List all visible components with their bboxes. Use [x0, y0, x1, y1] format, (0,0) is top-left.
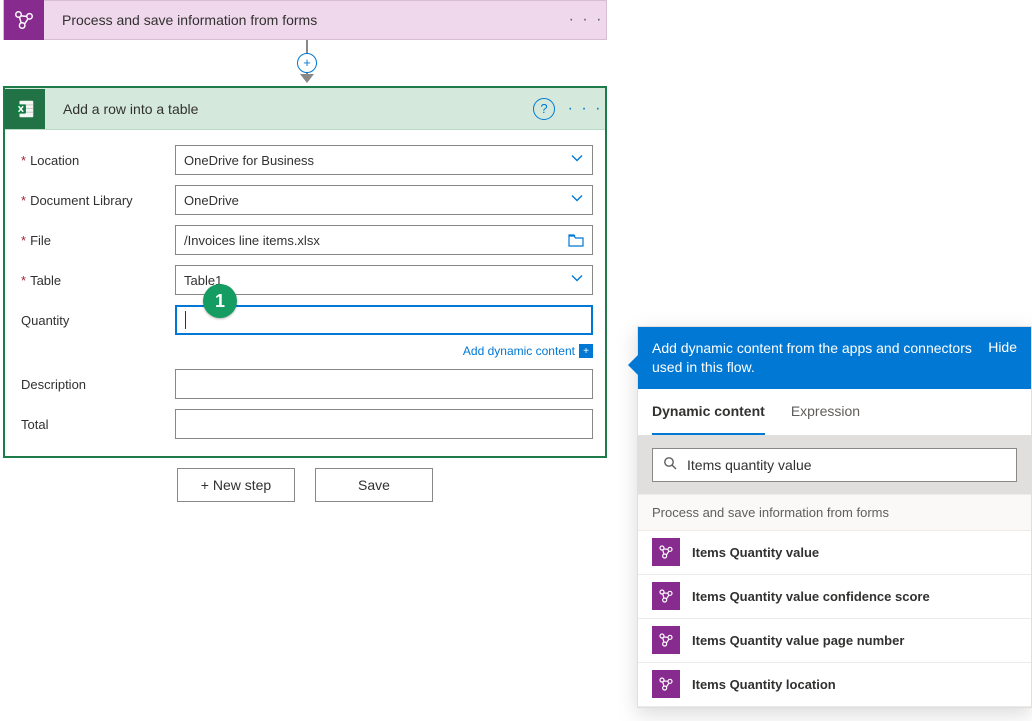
- label-file: File: [17, 233, 175, 248]
- save-button[interactable]: Save: [315, 468, 433, 502]
- label-document-library: Document Library: [17, 193, 175, 208]
- annotation-bubble-1: 1: [203, 284, 237, 318]
- dynamic-item[interactable]: Items Quantity value: [638, 531, 1031, 575]
- ai-builder-icon: [652, 670, 680, 698]
- search-input[interactable]: [652, 448, 1017, 482]
- ai-builder-icon: [652, 582, 680, 610]
- dynamic-item[interactable]: Items Quantity location: [638, 663, 1031, 707]
- chevron-down-icon: [570, 152, 584, 169]
- field-file-value: /Invoices line items.xlsx: [184, 233, 320, 248]
- dynamic-item[interactable]: Items Quantity value confidence score: [638, 575, 1031, 619]
- dynamic-item-label: Items Quantity value: [692, 545, 819, 560]
- search-icon: [663, 456, 677, 473]
- field-document-library[interactable]: OneDrive: [175, 185, 593, 215]
- add-dynamic-content-link[interactable]: Add dynamic content: [463, 344, 575, 358]
- new-step-button[interactable]: + New step: [177, 468, 295, 502]
- add-step-inline-button[interactable]: +: [297, 53, 317, 73]
- text-cursor: [185, 311, 186, 329]
- panel-callout-arrow: [628, 355, 638, 375]
- panel-header-text: Add dynamic content from the apps and co…: [652, 339, 978, 377]
- group-header: Process and save information from forms: [638, 494, 1031, 531]
- tab-expression[interactable]: Expression: [791, 389, 860, 435]
- field-description[interactable]: [175, 369, 593, 399]
- dynamic-item-label: Items Quantity value confidence score: [692, 589, 930, 604]
- connector-arrow: +: [292, 40, 322, 86]
- trigger-menu-button[interactable]: · · ·: [566, 11, 606, 29]
- dynamic-item[interactable]: Items Quantity value page number: [638, 619, 1031, 663]
- field-document-library-value: OneDrive: [184, 193, 239, 208]
- label-description: Description: [17, 377, 175, 392]
- search-input-field[interactable]: [687, 457, 1006, 473]
- panel-hide-button[interactable]: Hide: [988, 339, 1017, 355]
- action-title: Add a row into a table: [45, 101, 533, 117]
- action-header[interactable]: Add a row into a table ? · · ·: [5, 88, 605, 130]
- plus-badge-icon: +: [579, 344, 593, 358]
- help-icon[interactable]: ?: [533, 98, 555, 120]
- field-file[interactable]: /Invoices line items.xlsx: [175, 225, 593, 255]
- action-menu-button[interactable]: · · ·: [565, 100, 605, 118]
- field-location[interactable]: OneDrive for Business: [175, 145, 593, 175]
- label-total: Total: [17, 417, 175, 432]
- ai-builder-icon: [4, 0, 44, 40]
- dynamic-item-label: Items Quantity location: [692, 677, 836, 692]
- field-total[interactable]: [175, 409, 593, 439]
- dynamic-content-panel: Add dynamic content from the apps and co…: [637, 326, 1032, 708]
- excel-icon: [5, 89, 45, 129]
- tab-dynamic-content[interactable]: Dynamic content: [652, 389, 765, 435]
- trigger-title: Process and save information from forms: [44, 12, 566, 28]
- label-table: Table: [17, 273, 175, 288]
- action-card: Add a row into a table ? · · · Location …: [3, 86, 607, 458]
- chevron-down-icon: [570, 192, 584, 209]
- folder-icon[interactable]: [568, 233, 584, 247]
- chevron-down-icon: [570, 272, 584, 289]
- field-table[interactable]: Table1: [175, 265, 593, 295]
- ai-builder-icon: [652, 626, 680, 654]
- label-location: Location: [17, 153, 175, 168]
- trigger-card[interactable]: Process and save information from forms …: [3, 0, 607, 40]
- label-quantity: Quantity: [17, 313, 175, 328]
- field-quantity[interactable]: [175, 305, 593, 335]
- dynamic-item-label: Items Quantity value page number: [692, 633, 904, 648]
- ai-builder-icon: [652, 538, 680, 566]
- field-location-value: OneDrive for Business: [184, 153, 314, 168]
